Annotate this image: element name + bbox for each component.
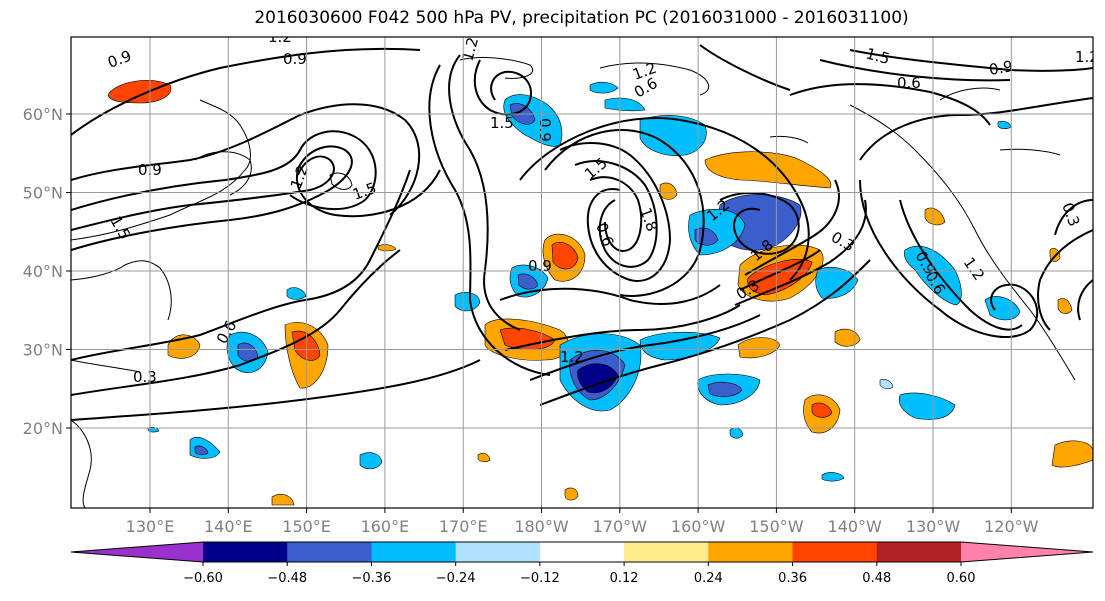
- longitude-tick-label: 130°E: [126, 517, 175, 536]
- colorbar-segment: [624, 542, 709, 562]
- contour-label: 0.9: [536, 118, 554, 142]
- colorbar-extend-low: [71, 542, 203, 562]
- longitude-tick-label: 150°E: [282, 517, 331, 536]
- colorbar-segment: [708, 542, 794, 562]
- latitude-labels: 20°N 30°N 40°N 50°N 60°N: [23, 105, 71, 438]
- contour-label: 0.9: [283, 50, 307, 68]
- colorbar-tick-label: −0.12: [520, 571, 560, 586]
- latitude-tick-label: 60°N: [23, 105, 63, 124]
- colorbar-tick-label: −0.36: [352, 571, 392, 586]
- longitude-tick-label: 140°E: [204, 517, 253, 536]
- colorbar: −0.60 −0.48 −0.36 −0.24 −0.12 0.12 0.24 0.36 0.4…: [70, 541, 1094, 586]
- contour-label: 1.5: [864, 44, 892, 68]
- colorbar-segment: [455, 542, 541, 562]
- contour-label: 1.5: [490, 114, 514, 132]
- contour-label: 1.2: [560, 348, 584, 366]
- colorbar-segment: [539, 542, 625, 562]
- longitude-tick-label: 180°W: [514, 517, 569, 536]
- contour-label: 1.2: [1075, 48, 1099, 66]
- longitude-tick-label: 160°W: [671, 517, 726, 536]
- colorbar-segment: [792, 542, 878, 562]
- map-title: 2016030600 F042 500 hPa PV, precipitatio…: [254, 8, 909, 28]
- coastlines: [71, 57, 1076, 508]
- colorbar-tick-label: −0.48: [267, 571, 307, 586]
- longitude-tick-label: 120°W: [984, 517, 1039, 536]
- colorbar-segment: [203, 542, 288, 562]
- colorbar-tick-label: 0.12: [610, 571, 639, 586]
- longitude-labels: 130°E 140°E 150°E 160°E 170°E 180°W 170°W 160°W…: [126, 508, 1039, 536]
- colorbar-tick-label: 0.36: [778, 571, 807, 586]
- contour-label: 1.2: [458, 35, 482, 63]
- colorbar-extend-high: [961, 542, 1093, 562]
- longitude-tick-label: 160°E: [361, 517, 410, 536]
- longitude-tick-label: 170°W: [593, 517, 648, 536]
- longitude-tick-label: 150°W: [749, 517, 804, 536]
- contour-label: 1.2: [268, 28, 292, 46]
- precipitation-shading: [107, 79, 1093, 506]
- colorbar-tick-label: 0.60: [947, 571, 976, 586]
- pv-contours: [71, 44, 1093, 421]
- longitude-tick-label: 140°W: [828, 517, 883, 536]
- colorbar-tick-label: −0.60: [183, 571, 223, 586]
- colorbar-tick-label: −0.24: [436, 571, 476, 586]
- contour-label: 0.3: [133, 368, 157, 386]
- latitude-tick-label: 40°N: [23, 262, 63, 281]
- colorbar-tick-label: 0.48: [862, 571, 891, 586]
- colorbar-segment: [876, 542, 962, 562]
- longitude-tick-label: 130°W: [906, 517, 961, 536]
- latitude-tick-label: 30°N: [23, 341, 63, 360]
- colorbar-segment: [371, 542, 457, 562]
- contour-label: 0.9: [528, 257, 552, 275]
- map-frame: [70, 36, 1094, 509]
- colorbar-tick-label: 0.24: [694, 571, 723, 586]
- contour-label: 0.6: [897, 74, 921, 92]
- gridlines: [71, 37, 1093, 508]
- longitude-tick-label: 170°E: [439, 517, 488, 536]
- contour-label: 0.9: [988, 57, 1015, 79]
- latitude-tick-label: 50°N: [23, 184, 63, 203]
- colorbar-segment: [287, 542, 372, 562]
- latitude-tick-label: 20°N: [23, 419, 63, 438]
